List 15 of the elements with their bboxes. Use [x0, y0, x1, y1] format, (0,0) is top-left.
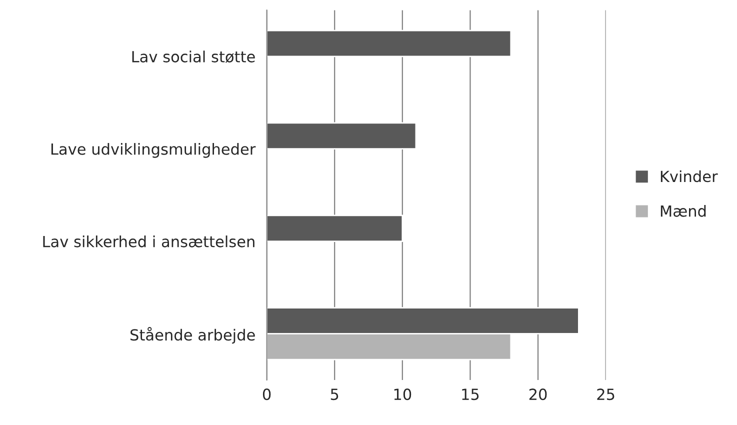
y-tick-label: Lave udviklingsmuligheder: [51, 143, 256, 158]
x-tick-label: 10: [394, 388, 412, 400]
y-tick-label: Stående arbejde: [130, 327, 255, 344]
x-tick-label: 25: [597, 388, 614, 400]
x-tick-label: 15: [462, 388, 479, 400]
x-tick-label: 5: [330, 388, 338, 400]
x-tick-label: 20: [529, 388, 547, 400]
y-tick-label: Lav sikkerhed i ansættelsen: [43, 235, 254, 248]
bar: [266, 214, 404, 242]
bar: [266, 122, 417, 150]
x-tick-label: 0: [262, 388, 271, 400]
legend-label: Mænd: [660, 205, 706, 217]
y-tick-label: Lav social støtte: [132, 50, 255, 63]
bar: [266, 30, 512, 58]
legend-label: Kvinder: [660, 170, 718, 182]
